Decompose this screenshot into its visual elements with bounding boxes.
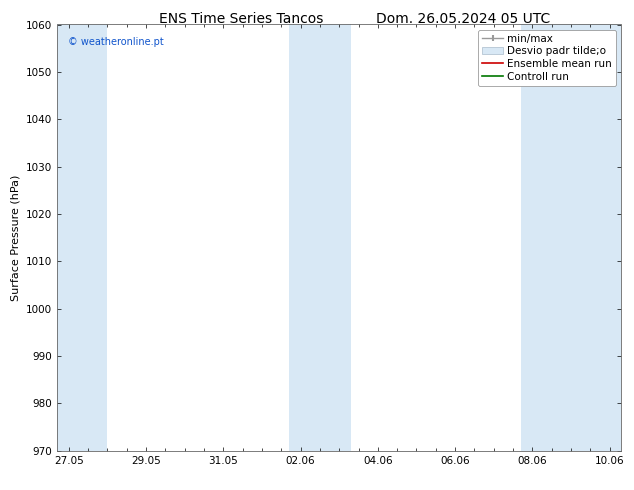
Text: ENS Time Series Tancos: ENS Time Series Tancos bbox=[158, 12, 323, 26]
Bar bbox=[57, 24, 107, 451]
Text: Dom. 26.05.2024 05 UTC: Dom. 26.05.2024 05 UTC bbox=[376, 12, 550, 26]
Legend: min/max, Desvio padr tilde;o, Ensemble mean run, Controll run: min/max, Desvio padr tilde;o, Ensemble m… bbox=[478, 30, 616, 86]
Bar bbox=[521, 24, 621, 451]
Y-axis label: Surface Pressure (hPa): Surface Pressure (hPa) bbox=[10, 174, 20, 301]
Text: © weatheronline.pt: © weatheronline.pt bbox=[68, 37, 164, 48]
Bar bbox=[289, 24, 351, 451]
